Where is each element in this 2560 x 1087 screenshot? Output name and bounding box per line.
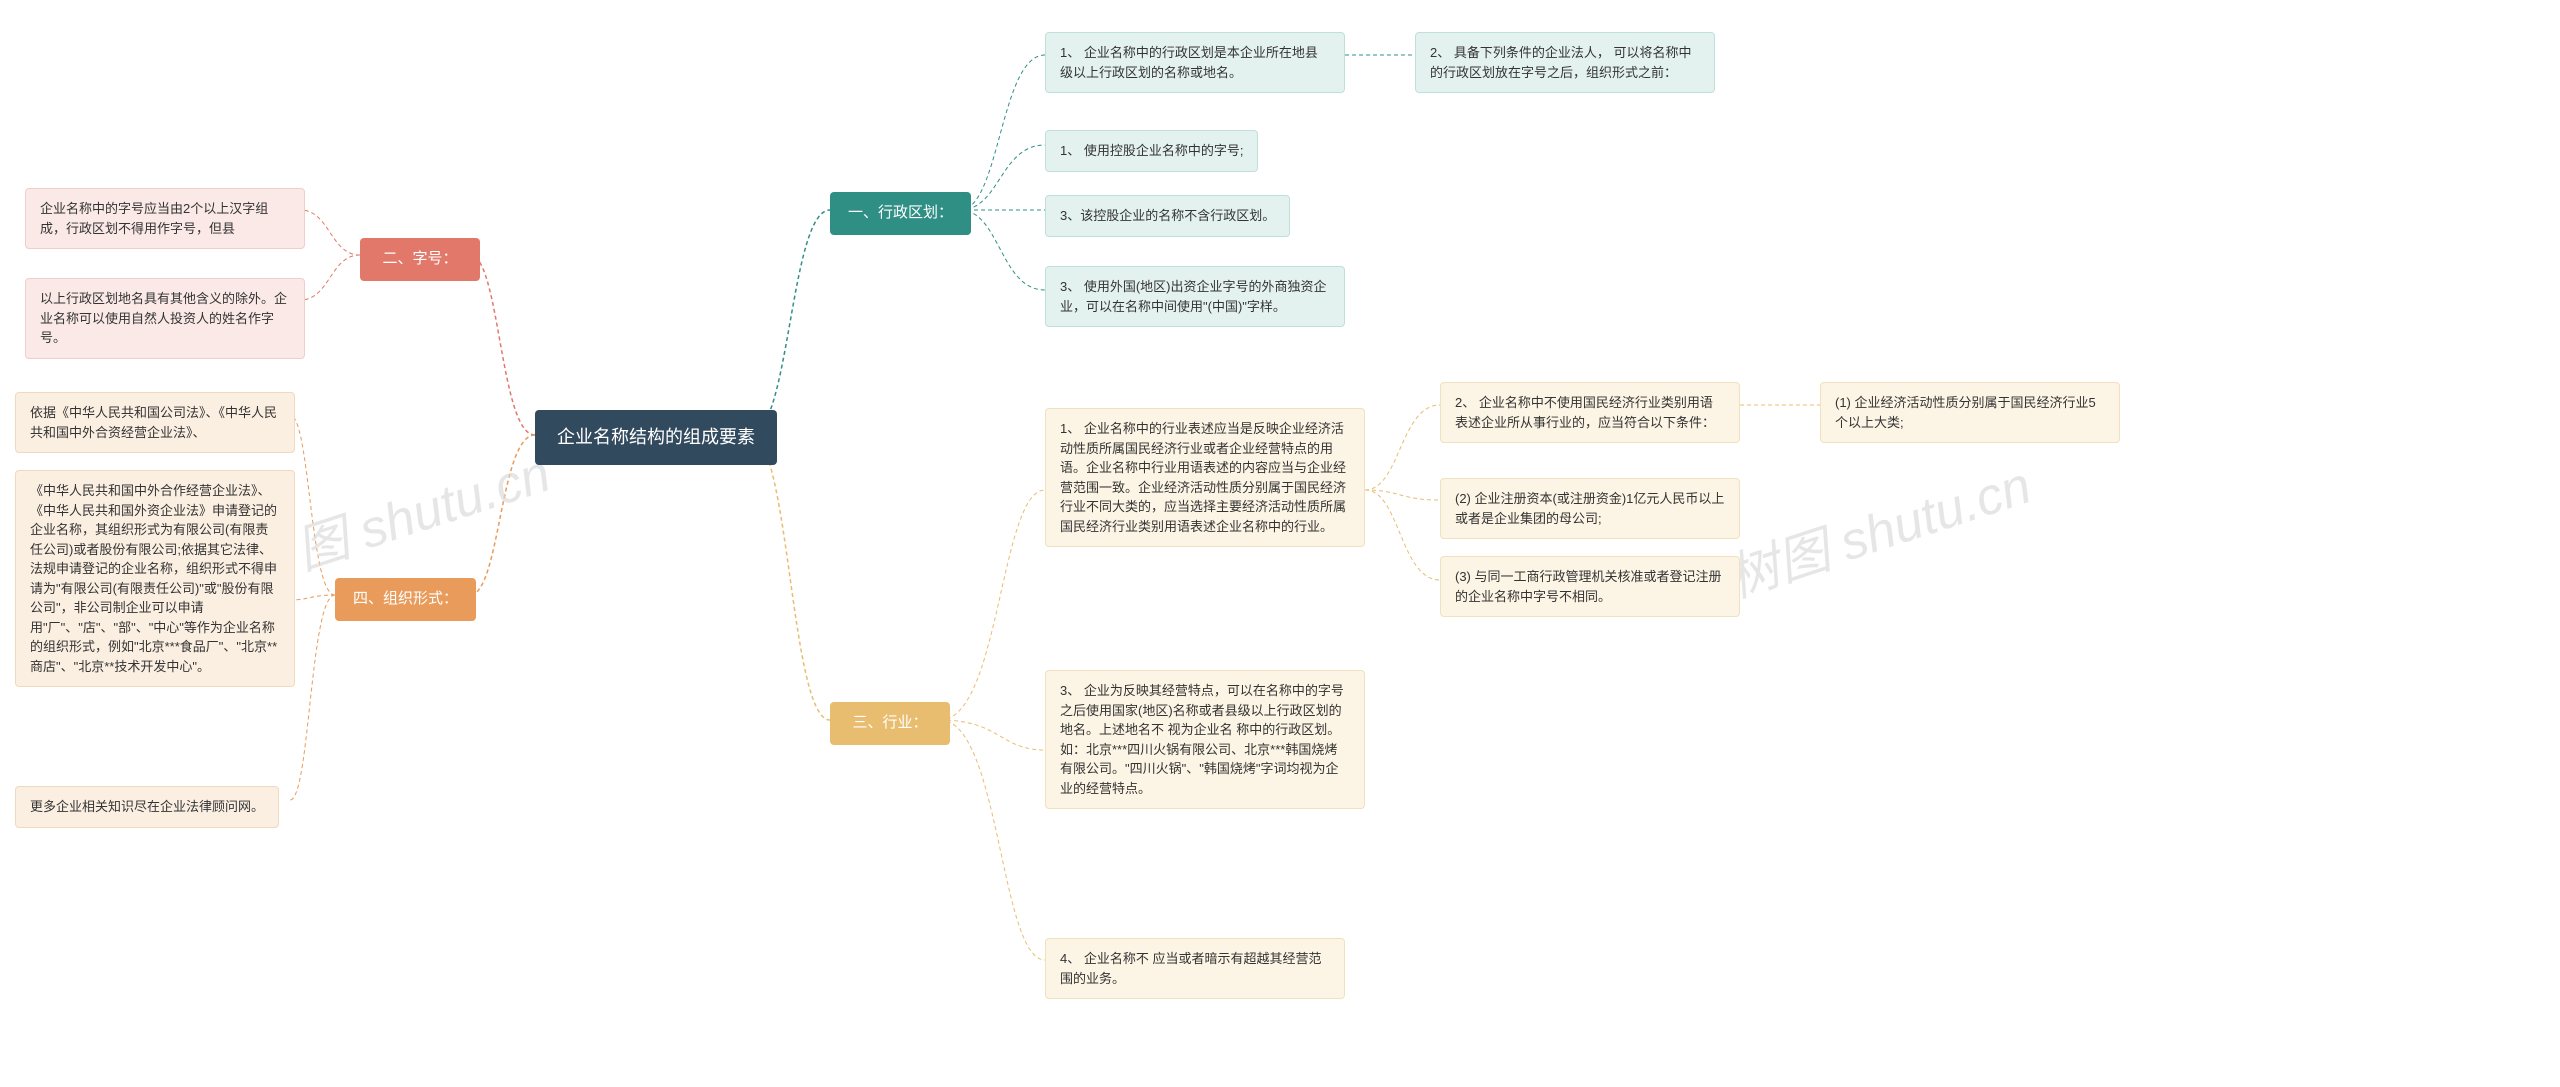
leaf-b4-2: 《中华人民共和国中外合作经营企业法》、《中华人民共和国外资企业法》申请登记的企业… [15, 470, 295, 687]
leaf-b3-2c: (3) 与同一工商行政管理机关核准或者登记注册的企业名称中字号不相同。 [1440, 556, 1740, 617]
leaf-b3-2: 2、 企业名称中不使用国民经济行业类别用语表述企业所从事行业的，应当符合以下条件… [1440, 382, 1740, 443]
leaf-b1-5: 3、 使用外国(地区)出资企业字号的外商独资企业，可以在名称中间使用"(中国)"… [1045, 266, 1345, 327]
leaf-b1-3: 1、 使用控股企业名称中的字号; [1045, 130, 1258, 172]
leaf-b2-1: 企业名称中的字号应当由2个以上汉字组成，行政区划不得用作字号，但县 [25, 188, 305, 249]
leaf-b3-1: 1、 企业名称中的行业表述应当是反映企业经济活动性质所属国民经济行业或者企业经营… [1045, 408, 1365, 547]
leaf-b1-4: 3、该控股企业的名称不含行政区划。 [1045, 195, 1290, 237]
watermark: 树图 shutu.cn [1716, 443, 2039, 612]
branch-admin-region: 一、行政区划： [830, 192, 971, 235]
mindmap-canvas: 图 shutu.cn 树图 shutu.cn 企业名称结构的组成要素 一、行政区… [0, 0, 2560, 1087]
watermark: 图 shutu.cn [285, 431, 558, 584]
leaf-b4-3: 更多企业相关知识尽在企业法律顾问网。 [15, 786, 279, 828]
leaf-b1-2: 2、 具备下列条件的企业法人， 可以将名称中的行政区划放在字号之后，组织形式之前… [1415, 32, 1715, 93]
leaf-b3-4: 4、 企业名称不 应当或者暗示有超越其经营范围的业务。 [1045, 938, 1345, 999]
branch-industry: 三、行业： [830, 702, 950, 745]
leaf-b2-2: 以上行政区划地名具有其他含义的除外。企业名称可以使用自然人投资人的姓名作字号。 [25, 278, 305, 359]
branch-trade-name: 二、字号： [360, 238, 480, 281]
leaf-b3-3: 3、 企业为反映其经营特点，可以在名称中的字号之后使用国家(地区)名称或者县级以… [1045, 670, 1365, 809]
leaf-b1-1: 1、 企业名称中的行政区划是本企业所在地县级以上行政区划的名称或地名。 [1045, 32, 1345, 93]
leaf-b3-2a: (1) 企业经济活动性质分别属于国民经济行业5个以上大类; [1820, 382, 2120, 443]
root-node: 企业名称结构的组成要素 [535, 410, 777, 465]
leaf-b4-1: 依据《中华人民共和国公司法》、《中华人民共和国中外合资经营企业法》、 [15, 392, 295, 453]
leaf-b3-2b: (2) 企业注册资本(或注册资金)1亿元人民币以上或者是企业集团的母公司; [1440, 478, 1740, 539]
branch-org-form: 四、组织形式： [335, 578, 476, 621]
